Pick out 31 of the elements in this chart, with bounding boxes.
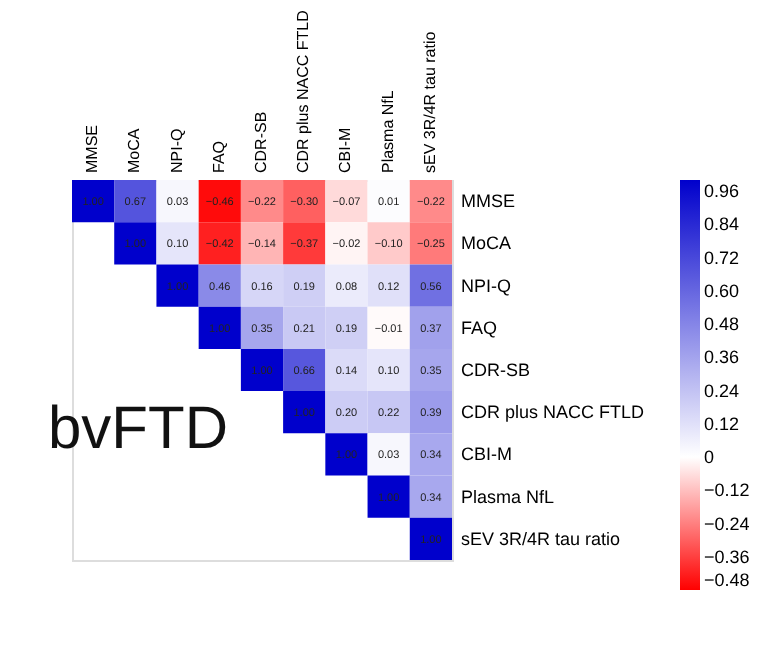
y-tick-label: CDR-SB	[461, 360, 531, 380]
color-bar-label: 0.48	[704, 314, 740, 335]
color-bar-label: −0.24	[704, 513, 750, 534]
x-tick-label: MoCA	[125, 127, 144, 173]
color-bar-label: 0.24	[704, 380, 740, 401]
y-tick-label: MMSE	[461, 191, 515, 212]
x-tick-label: MMSE	[83, 125, 102, 173]
color-bar-label: −0.48	[704, 570, 750, 590]
y-tick-label: CDR plus NACC FTLD	[461, 402, 646, 423]
annotation: bvFTD	[48, 396, 228, 462]
x-tick-label: CBI-M	[336, 127, 355, 173]
color-bar-label: −0.12	[704, 480, 750, 501]
color-bar-label: 0.96	[704, 181, 740, 202]
x-tick-label: Plasma NfL	[378, 89, 397, 173]
color-bar-label: 0.84	[704, 214, 740, 235]
x-tick-label: FAQ	[209, 140, 228, 173]
color-bar-label: 0.72	[704, 247, 740, 268]
x-tick-label: NPI-Q	[167, 128, 186, 173]
x-tick-label: CDR-SB	[252, 111, 270, 173]
y-tick-label: FAQ	[461, 317, 498, 338]
y-tick-label: MoCA	[461, 233, 512, 254]
color-bar-label: 0.36	[704, 347, 740, 368]
y-tick-label: sEV 3R/4R tau ratio	[461, 528, 621, 549]
y-tick-label: CBI-M	[461, 444, 512, 465]
color-bar-label: 0.12	[704, 413, 740, 434]
color-bar-label: −0.36	[704, 546, 750, 567]
color-bar-label: 0.60	[704, 280, 740, 301]
color-bar-label: 0	[704, 447, 715, 468]
y-tick-label: Plasma NfL	[461, 486, 555, 507]
y-tick-label: NPI-Q	[461, 275, 512, 296]
x-tick-label: CDR plus NACC FTLD	[294, 9, 313, 173]
